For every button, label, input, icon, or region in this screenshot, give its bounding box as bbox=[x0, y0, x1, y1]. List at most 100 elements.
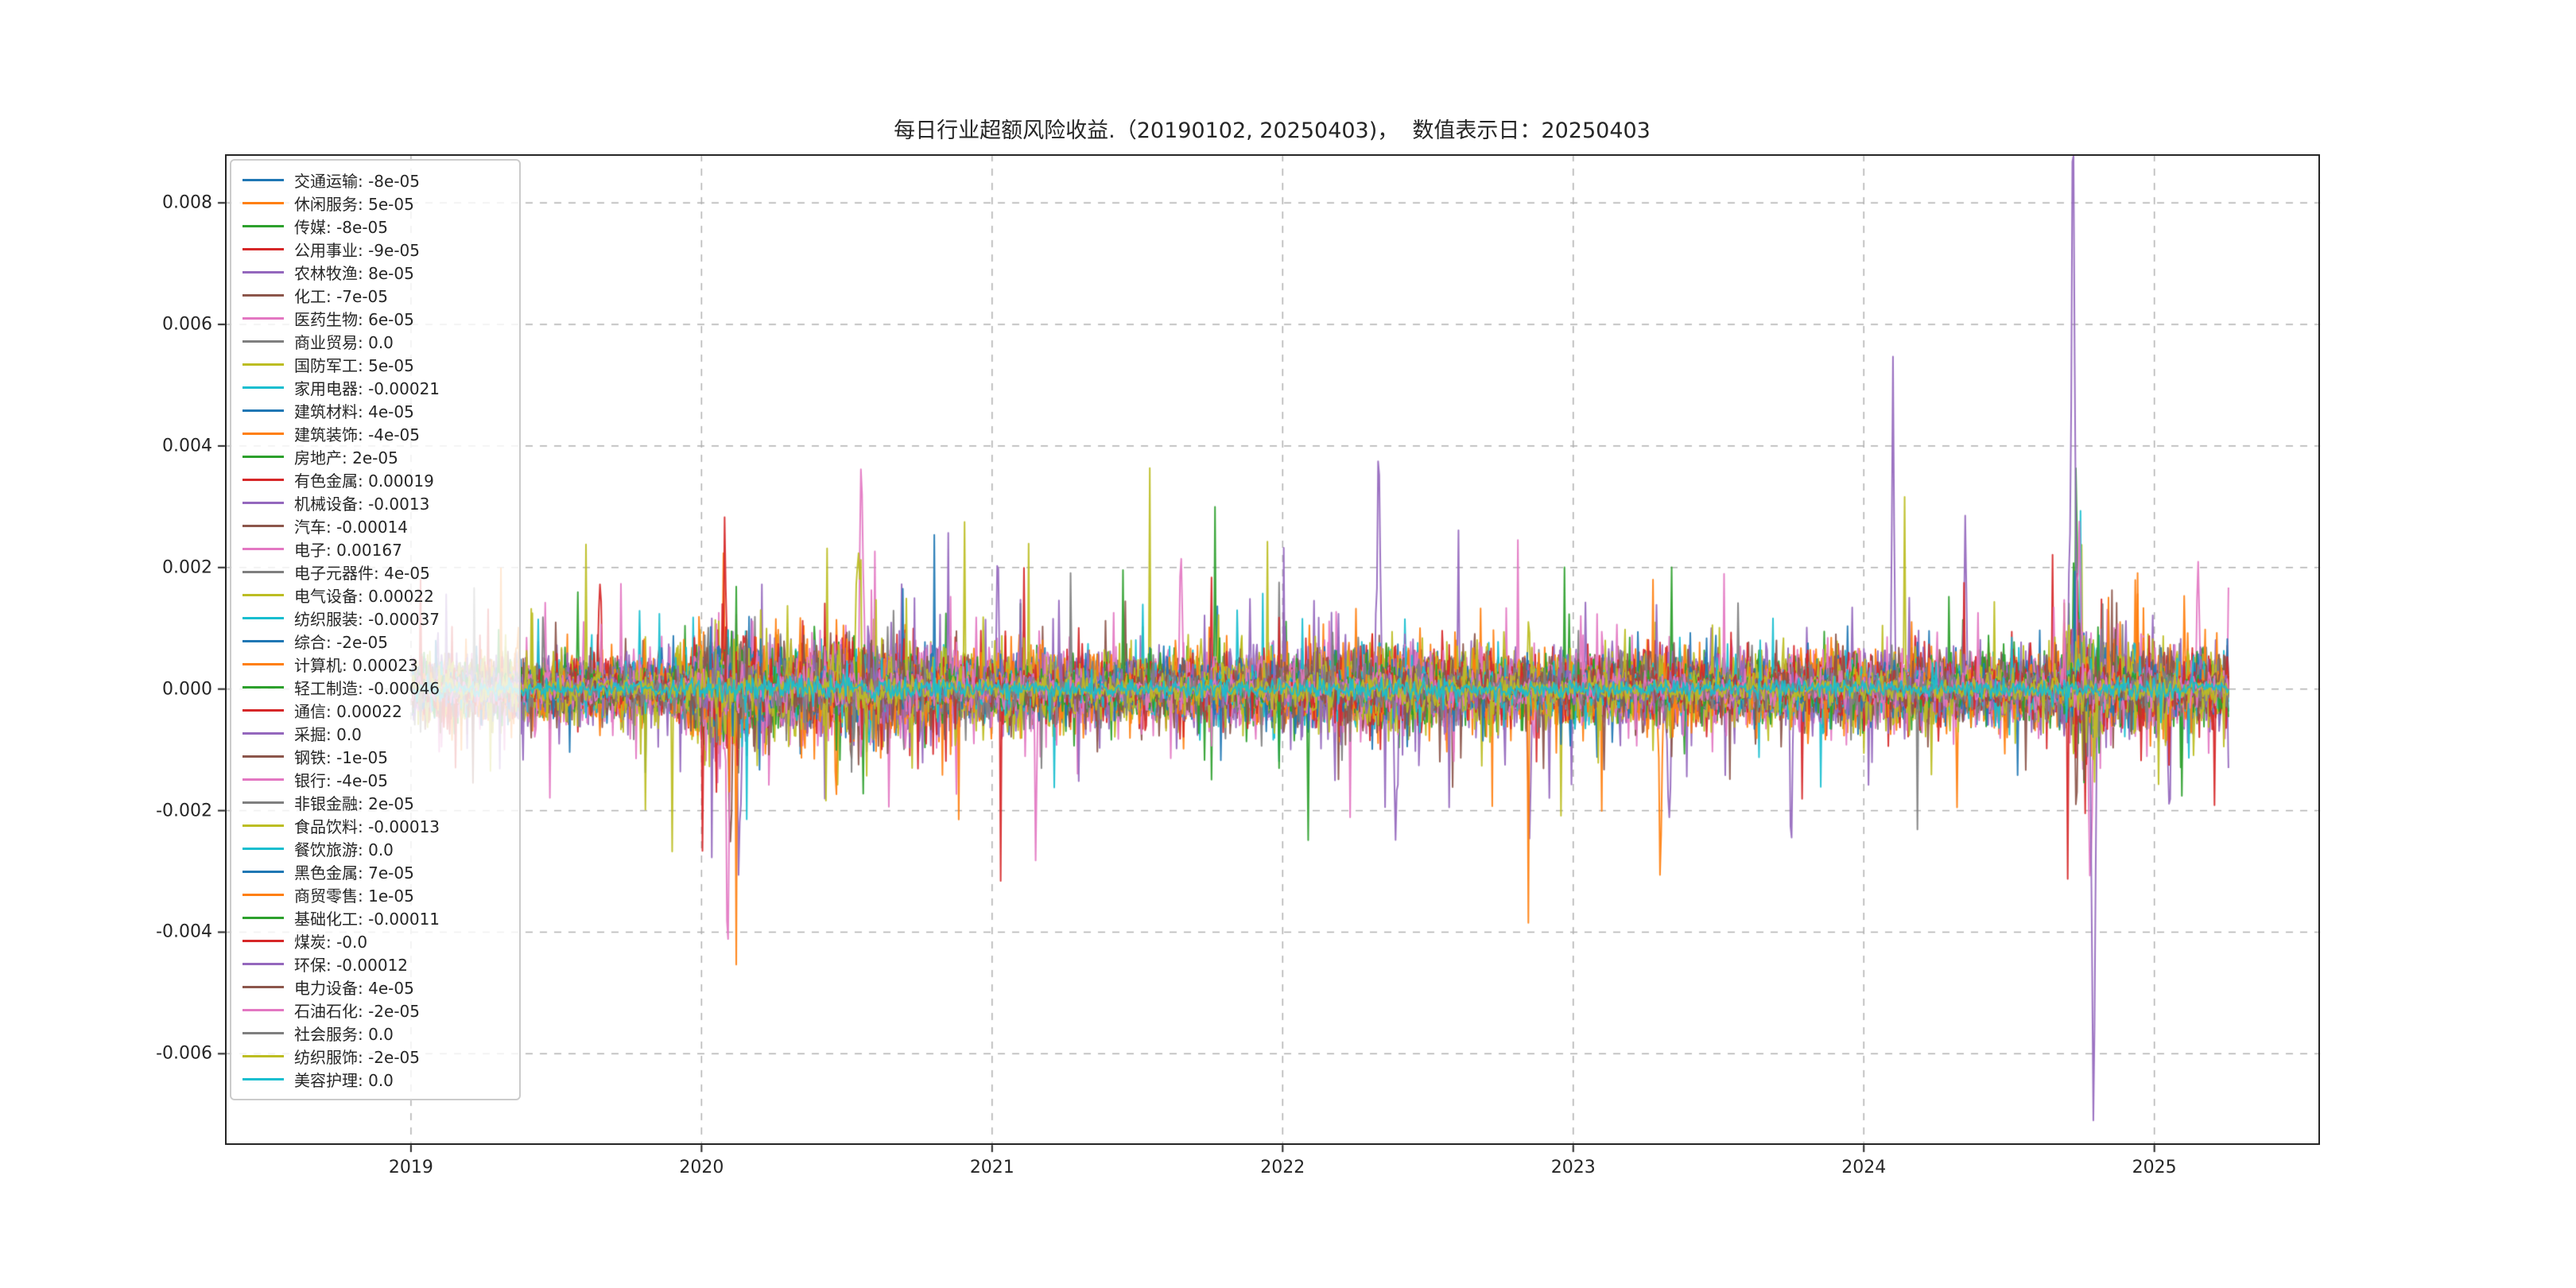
legend-item: 电子元器件: 4e-05 bbox=[242, 561, 508, 584]
legend-line-swatch bbox=[242, 986, 284, 988]
legend-line-swatch bbox=[242, 663, 284, 665]
legend-item: 石油石化: -2e-05 bbox=[242, 999, 508, 1022]
legend-label: 农林牧渔: 8e-05 bbox=[294, 264, 414, 283]
legend-item: 商业贸易: 0.0 bbox=[242, 330, 508, 353]
legend-label: 非银金融: 2e-05 bbox=[294, 794, 414, 813]
legend-line-swatch bbox=[242, 271, 284, 274]
legend-line-swatch bbox=[242, 502, 284, 504]
legend-label: 综合: -2e-05 bbox=[294, 633, 389, 652]
legend-item: 机械设备: -0.0013 bbox=[242, 491, 508, 514]
legend-line-swatch bbox=[242, 248, 284, 250]
legend-line-swatch bbox=[242, 640, 284, 642]
legend-item: 农林牧渔: 8e-05 bbox=[242, 261, 508, 284]
legend-item: 公用事业: -9e-05 bbox=[242, 238, 508, 261]
legend-item: 计算机: 0.00023 bbox=[242, 653, 508, 676]
legend-label: 纺织服装: -0.00037 bbox=[294, 610, 440, 629]
legend-label: 建筑装饰: -4e-05 bbox=[294, 425, 421, 444]
legend-label: 基础化工: -0.00011 bbox=[294, 910, 440, 929]
legend-label: 有色金属: 0.00019 bbox=[294, 471, 434, 491]
legend-label: 纺织服饰: -2e-05 bbox=[294, 1048, 421, 1067]
legend-line-swatch bbox=[242, 963, 284, 965]
legend-label: 电子: 0.00167 bbox=[294, 541, 402, 560]
legend-line-swatch bbox=[242, 871, 284, 873]
legend-item: 社会服务: 0.0 bbox=[242, 1022, 508, 1045]
legend-line-swatch bbox=[242, 548, 284, 550]
legend-item: 汽车: -0.00014 bbox=[242, 514, 508, 537]
legend-label: 化工: -7e-05 bbox=[294, 287, 389, 306]
legend-line-swatch bbox=[242, 525, 284, 527]
legend-item: 房地产: 2e-05 bbox=[242, 445, 508, 468]
legend-line-swatch bbox=[242, 1032, 284, 1034]
legend-item: 通信: 0.00022 bbox=[242, 699, 508, 722]
legend-line-swatch bbox=[242, 778, 284, 781]
legend-item: 美容护理: 0.0 bbox=[242, 1068, 508, 1091]
legend-label: 采掘: 0.0 bbox=[294, 725, 362, 744]
legend-line-swatch bbox=[242, 801, 284, 804]
legend-item: 电气设备: 0.00022 bbox=[242, 584, 508, 607]
legend-line-swatch bbox=[242, 225, 284, 227]
legend-item: 电子: 0.00167 bbox=[242, 537, 508, 561]
legend-line-swatch bbox=[242, 179, 284, 181]
legend-line-swatch bbox=[242, 940, 284, 942]
legend-item: 银行: -4e-05 bbox=[242, 768, 508, 791]
legend-line-swatch bbox=[242, 824, 284, 827]
legend-line-swatch bbox=[242, 386, 284, 389]
legend-item: 国防军工: 5e-05 bbox=[242, 353, 508, 376]
legend-item: 家用电器: -0.00021 bbox=[242, 376, 508, 399]
legend-label: 环保: -0.00012 bbox=[294, 956, 409, 975]
legend-line-swatch bbox=[242, 848, 284, 850]
legend-label: 休闲服务: 5e-05 bbox=[294, 195, 414, 214]
legend-line-swatch bbox=[242, 1055, 284, 1057]
legend-item: 建筑装饰: -4e-05 bbox=[242, 422, 508, 445]
legend-item: 纺织服饰: -2e-05 bbox=[242, 1045, 508, 1068]
legend-label: 医药生物: 6e-05 bbox=[294, 310, 414, 329]
legend-label: 餐饮旅游: 0.0 bbox=[294, 840, 394, 859]
legend-label: 公用事业: -9e-05 bbox=[294, 241, 421, 260]
legend-item: 医药生物: 6e-05 bbox=[242, 307, 508, 330]
legend-line-swatch bbox=[242, 1078, 284, 1080]
legend-label: 通信: 0.00022 bbox=[294, 702, 402, 721]
legend-label: 黑色金属: 7e-05 bbox=[294, 863, 414, 883]
legend-label: 建筑材料: 4e-05 bbox=[294, 402, 414, 421]
legend-line-swatch bbox=[242, 456, 284, 458]
legend-item: 休闲服务: 5e-05 bbox=[242, 192, 508, 215]
legend-label: 汽车: -0.00014 bbox=[294, 518, 409, 537]
legend-item: 钢铁: -1e-05 bbox=[242, 745, 508, 768]
legend-line-swatch bbox=[242, 894, 284, 896]
legend-line-swatch bbox=[242, 594, 284, 596]
legend-label: 电力设备: 4e-05 bbox=[294, 979, 414, 998]
legend-line-swatch bbox=[242, 433, 284, 435]
legend-item: 综合: -2e-05 bbox=[242, 630, 508, 653]
chart-title: 每日行业超额风险收益.（20190102, 20250403)， 数值表示日：2… bbox=[894, 118, 1651, 143]
legend-line-swatch bbox=[242, 363, 284, 366]
legend-line-swatch bbox=[242, 686, 284, 689]
legend-label: 电气设备: 0.00022 bbox=[294, 587, 434, 606]
legend-label: 社会服务: 0.0 bbox=[294, 1025, 394, 1044]
legend-line-swatch bbox=[242, 917, 284, 919]
legend-item: 电力设备: 4e-05 bbox=[242, 976, 508, 999]
legend-line-swatch bbox=[242, 755, 284, 758]
legend-item: 传媒: -8e-05 bbox=[242, 215, 508, 238]
legend-item: 商贸零售: 1e-05 bbox=[242, 883, 508, 906]
legend: 交通运输: -8e-05 休闲服务: 5e-05 传媒: -8e-05 公用事业: -… bbox=[230, 159, 521, 1100]
legend-label: 房地产: 2e-05 bbox=[294, 448, 398, 467]
legend-label: 电子元器件: 4e-05 bbox=[294, 564, 430, 583]
legend-item: 餐饮旅游: 0.0 bbox=[242, 837, 508, 860]
legend-item: 有色金属: 0.00019 bbox=[242, 468, 508, 491]
legend-item: 食品饮料: -0.00013 bbox=[242, 814, 508, 837]
legend-line-swatch bbox=[242, 1009, 284, 1011]
legend-label: 计算机: 0.00023 bbox=[294, 656, 418, 675]
legend-item: 非银金融: 2e-05 bbox=[242, 791, 508, 814]
legend-label: 美容护理: 0.0 bbox=[294, 1071, 394, 1090]
legend-label: 轻工制造: -0.00046 bbox=[294, 679, 440, 698]
legend-line-swatch bbox=[242, 202, 284, 204]
legend-label: 交通运输: -8e-05 bbox=[294, 172, 421, 191]
legend-label: 煤炭: -0.0 bbox=[294, 933, 368, 952]
legend-label: 传媒: -8e-05 bbox=[294, 218, 389, 237]
legend-label: 钢铁: -1e-05 bbox=[294, 748, 389, 767]
legend-line-swatch bbox=[242, 294, 284, 297]
legend-line-swatch bbox=[242, 571, 284, 573]
legend-item: 采掘: 0.0 bbox=[242, 722, 508, 745]
legend-label: 商贸零售: 1e-05 bbox=[294, 886, 414, 906]
